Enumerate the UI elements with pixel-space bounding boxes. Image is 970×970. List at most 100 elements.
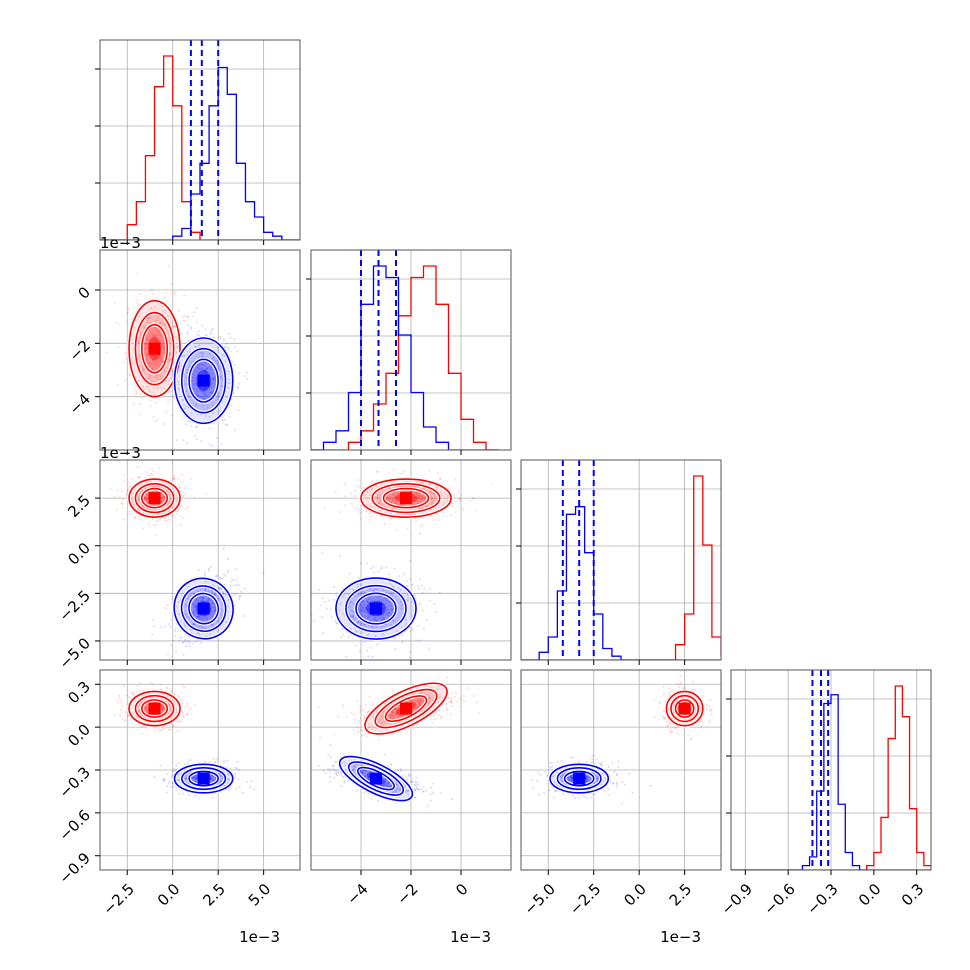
sample-point <box>335 622 338 625</box>
sample-point <box>163 625 166 628</box>
sample-point <box>328 768 331 771</box>
sample-point <box>195 602 198 605</box>
sample-point <box>396 769 399 772</box>
sample-point <box>211 444 214 447</box>
sample-point <box>422 790 425 793</box>
sample-point <box>184 777 187 780</box>
x-tick-label: −2 <box>393 880 421 908</box>
sample-point <box>375 587 378 590</box>
sample-point <box>146 385 149 388</box>
sample-point <box>155 376 158 379</box>
sample-point <box>167 400 170 403</box>
sample-point <box>373 616 376 619</box>
sample-point <box>188 645 191 648</box>
sample-point <box>193 795 196 798</box>
sample-point <box>374 635 377 638</box>
sample-point <box>161 704 164 707</box>
sample-point <box>218 410 221 413</box>
contour-line <box>357 766 395 791</box>
sample-point <box>361 772 364 775</box>
sample-point <box>220 577 223 580</box>
sample-point <box>226 568 229 571</box>
sample-point <box>123 479 126 482</box>
sample-point <box>354 765 357 768</box>
sample-point <box>478 712 481 715</box>
sample-point <box>185 390 188 393</box>
sample-point <box>162 346 165 349</box>
sample-point <box>662 715 665 718</box>
sample-point <box>210 598 213 601</box>
sample-point <box>154 327 157 330</box>
sample-point <box>170 618 173 621</box>
y-offset-label: 1e−3 <box>100 444 141 462</box>
sample-point <box>145 386 148 389</box>
sample-point <box>375 727 378 730</box>
sample-point <box>204 588 207 591</box>
sample-point <box>410 699 413 702</box>
sample-point <box>170 390 173 393</box>
sample-point <box>200 363 203 366</box>
sample-point <box>701 694 704 697</box>
sample-point <box>166 785 169 788</box>
sample-point <box>679 683 682 686</box>
sample-point <box>678 686 681 689</box>
sample-point <box>186 371 189 374</box>
sample-point <box>429 491 432 494</box>
sample-point <box>161 707 164 710</box>
sample-point <box>366 491 369 494</box>
sample-point <box>458 497 461 500</box>
sample-point <box>381 616 384 619</box>
sample-point <box>143 706 146 709</box>
sample-point <box>239 594 242 597</box>
sample-point <box>146 338 149 341</box>
sample-point <box>185 405 188 408</box>
sample-point <box>406 777 409 780</box>
sample-point <box>383 603 386 606</box>
sample-point <box>221 591 224 594</box>
sample-point <box>154 319 157 322</box>
sample-point <box>365 649 368 652</box>
plot-area <box>531 675 713 805</box>
sample-point <box>146 353 149 356</box>
sample-point <box>237 768 240 771</box>
sample-point <box>148 376 151 379</box>
sample-point <box>204 587 207 590</box>
sample-point <box>363 610 366 613</box>
sample-point <box>366 600 369 603</box>
contour-line <box>134 483 175 514</box>
sample-point <box>187 316 190 319</box>
contour-line <box>134 311 175 386</box>
sample-point <box>234 772 237 775</box>
sample-point <box>139 333 142 336</box>
sample-point <box>210 623 213 626</box>
sample-point <box>371 480 374 483</box>
sample-point <box>209 614 212 617</box>
sample-point <box>343 779 346 782</box>
sample-point <box>334 491 337 494</box>
sample-point <box>202 600 205 603</box>
sample-point <box>183 623 186 626</box>
sample-point <box>170 690 173 693</box>
sample-point <box>130 498 133 501</box>
sample-point <box>368 726 371 729</box>
sample-point <box>388 582 391 585</box>
sample-point <box>185 508 188 511</box>
sample-point <box>416 493 419 496</box>
sample-point <box>400 607 403 610</box>
sample-point <box>186 333 189 336</box>
sample-point <box>392 715 395 718</box>
sample-point <box>378 715 381 718</box>
sample-point <box>365 735 368 738</box>
sample-point <box>423 587 426 590</box>
sample-point <box>205 635 208 638</box>
sample-point <box>214 607 217 610</box>
sample-point <box>148 388 151 391</box>
sample-point <box>378 502 381 505</box>
sample-point <box>359 711 362 714</box>
sample-point <box>569 776 572 779</box>
sample-point <box>350 600 353 603</box>
sample-point <box>375 626 378 629</box>
sample-point <box>141 527 144 530</box>
panel-frame <box>99 39 301 241</box>
sample-point <box>177 761 180 764</box>
